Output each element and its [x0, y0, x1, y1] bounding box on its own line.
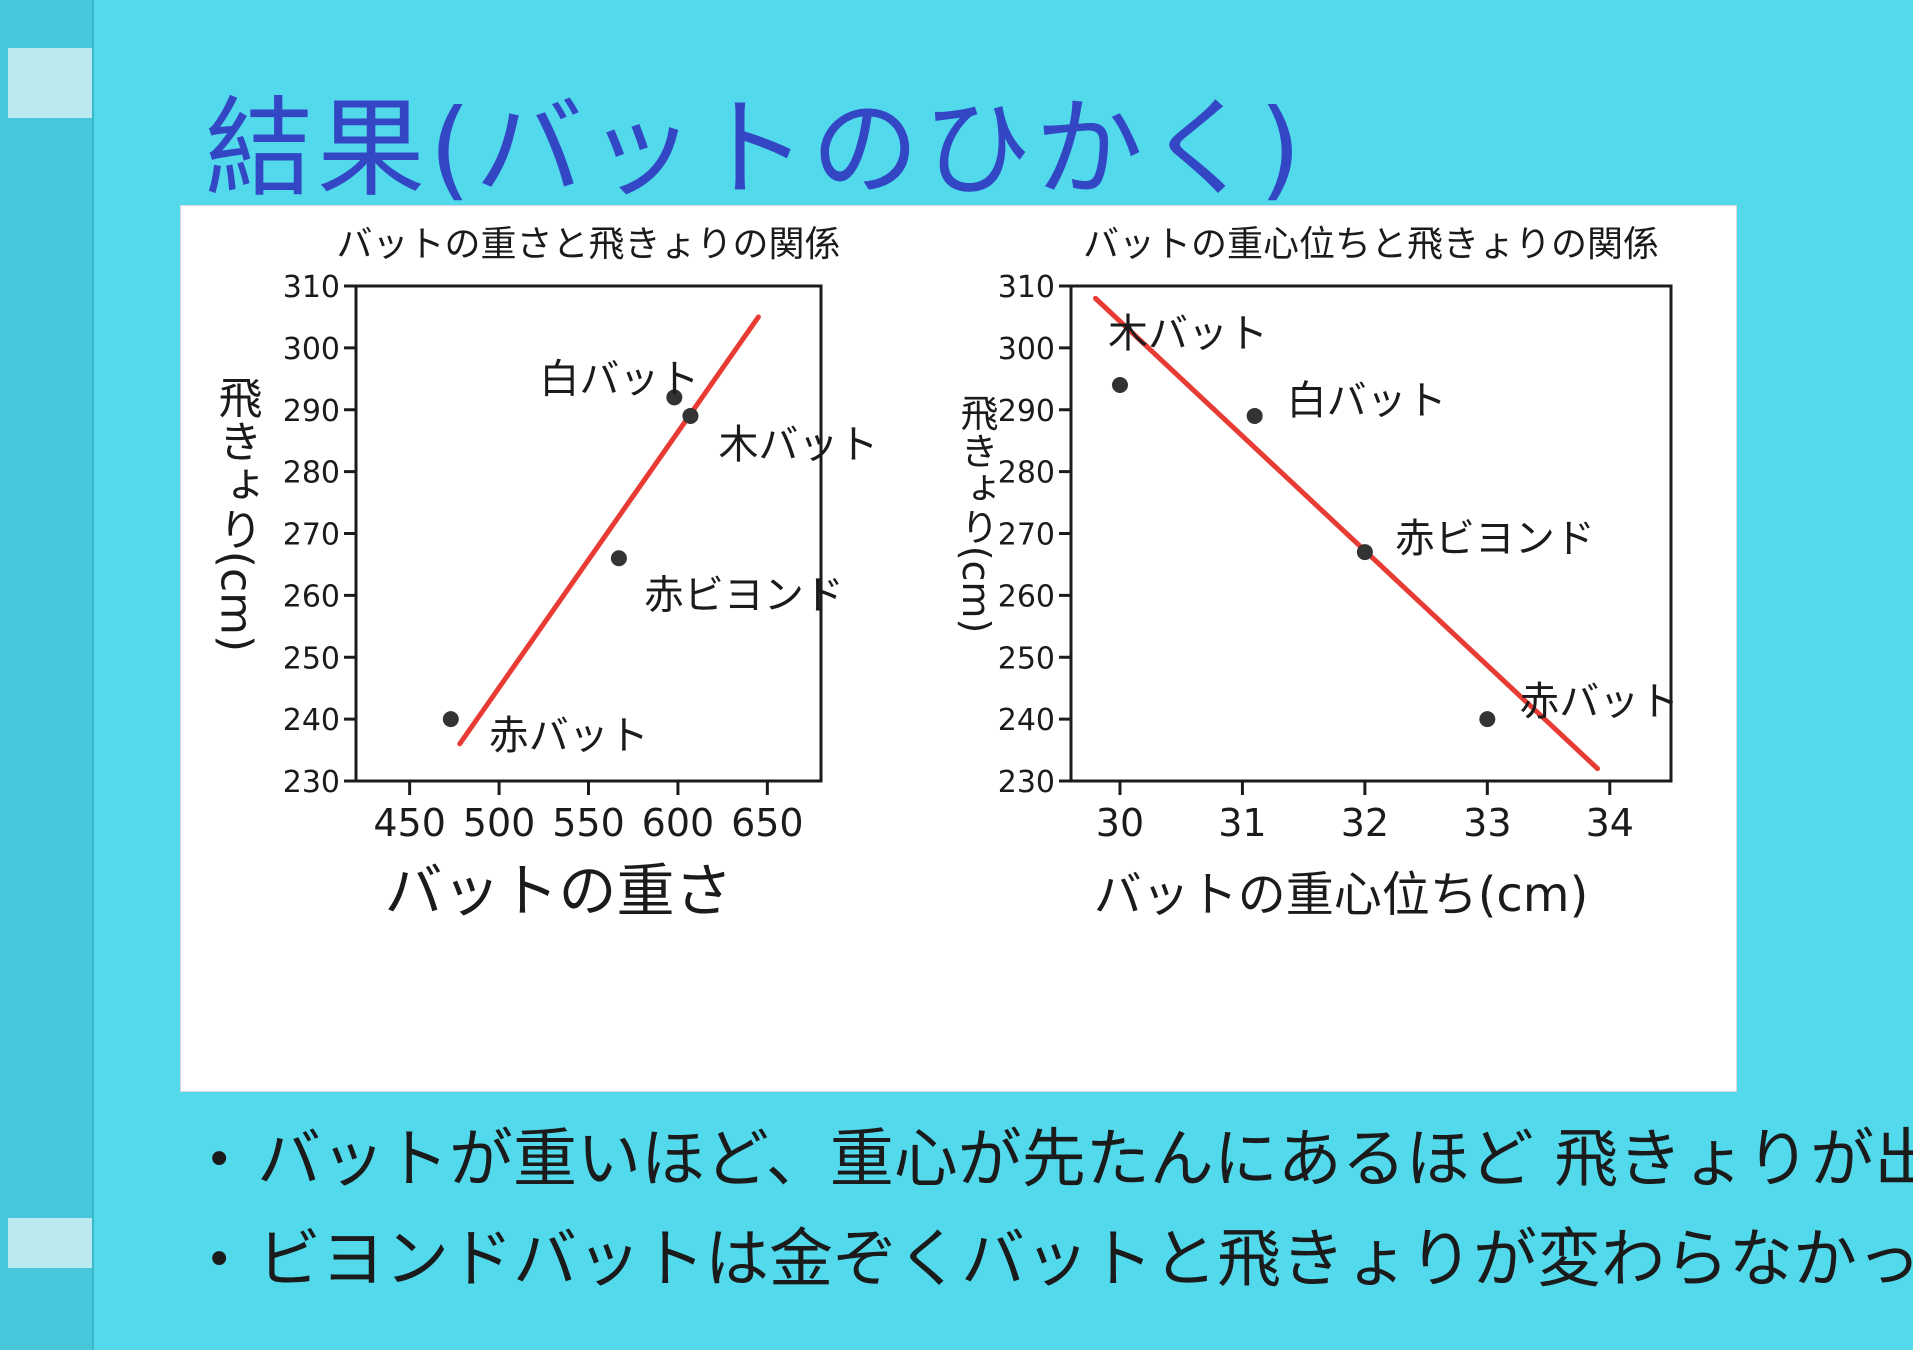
chart-title: バットの重さと飛きょりの関係 [336, 224, 840, 265]
page-title: 結果(バットのひかく) [205, 87, 1306, 212]
chart-title: バットの重心位ちと飛きょりの関係 [1083, 224, 1659, 265]
point-label: 白バット [539, 356, 699, 402]
y-tick-label: 290 [283, 394, 340, 429]
y-tick-label: 240 [283, 703, 340, 738]
x-tick-label: 450 [373, 801, 446, 845]
y-tick-label: 310 [998, 270, 1055, 305]
bullet-icon: • [205, 1132, 234, 1188]
y-tick-label: 250 [998, 641, 1055, 676]
y-tick-label: 260 [998, 579, 1055, 614]
y-tick-label: 230 [283, 765, 340, 800]
x-tick-label: 500 [463, 801, 536, 845]
data-point [1246, 407, 1263, 424]
conclusion-item: • ビヨンドバットは金ぞくバットと飛きょりが変わらなかった [205, 1210, 1913, 1310]
y-tick-label: 270 [283, 518, 340, 553]
chart-paper: バットの重さと飛きょりの関係 230 240 250 260 270 280 290 300 31… [180, 205, 1737, 1092]
x-axis-label: バットの重心位ち(cm) [1094, 867, 1589, 923]
tape-strip [8, 1218, 92, 1268]
y-tick-label: 290 [998, 394, 1055, 429]
trend-line [1092, 295, 1601, 772]
y-tick-label: 310 [283, 270, 340, 305]
point-label: 木バット [718, 422, 878, 468]
tape-strip [8, 48, 92, 118]
x-tick-label: 30 [1096, 801, 1144, 845]
x-axis-label: バットの重さ [384, 857, 732, 925]
point-label: 白バット [1287, 378, 1447, 424]
y-tick-label: 270 [998, 518, 1055, 553]
data-point [1111, 377, 1128, 393]
bullet-icon: • [205, 1232, 234, 1288]
y-tick-label: 260 [283, 579, 340, 614]
conclusion-list: • バットが重いほど、重心が先たんにあるほど 飛きょりが出た • ビヨンドバットは金… [205, 1110, 1913, 1310]
x-tick-label: 32 [1341, 801, 1389, 845]
charts-svg: バットの重さと飛きょりの関係 230 240 250 260 270 280 290 300 31… [211, 224, 1680, 925]
y-tick-label: 280 [283, 456, 340, 491]
conclusion-text: バットが重いほど、重心が先たんにあるほど 飛きょりが出た [257, 1123, 1913, 1197]
y-axis-label: 飛きょり(cm) [954, 394, 998, 634]
data-point [666, 389, 683, 406]
x-tick-label: 31 [1218, 801, 1266, 845]
conclusion-text: ビヨンドバットは金ぞくバットと飛きょりが変わらなかった [257, 1223, 1913, 1297]
x-tick-label: 34 [1586, 801, 1634, 845]
y-axis-label: 飛きょり(cm) [211, 375, 262, 652]
data-point [682, 407, 699, 424]
y-tick-label: 300 [998, 332, 1055, 367]
point-label: 赤バット [489, 713, 649, 759]
data-point [442, 711, 459, 728]
data-point [1356, 544, 1373, 561]
point-label: 赤バット [1519, 679, 1679, 725]
data-point [610, 550, 627, 567]
y-tick-label: 230 [998, 765, 1055, 800]
data-point [1479, 711, 1496, 728]
x-tick-label: 33 [1463, 801, 1511, 845]
y-tick-label: 300 [283, 332, 340, 367]
trend-line [457, 314, 761, 747]
x-tick-label: 600 [642, 801, 715, 845]
point-label: 赤ビヨンド [1395, 516, 1595, 562]
y-tick-label: 250 [283, 641, 340, 676]
y-tick-label: 240 [998, 703, 1055, 738]
x-tick-label: 550 [552, 801, 625, 845]
folded-edge [0, 0, 94, 1350]
point-label: 木バット [1108, 311, 1268, 357]
y-tick-label: 280 [998, 456, 1055, 491]
conclusion-item: • バットが重いほど、重心が先たんにあるほど 飛きょりが出た [205, 1110, 1913, 1210]
x-tick-label: 650 [731, 801, 804, 845]
point-label: 赤ビヨンド [644, 572, 844, 618]
